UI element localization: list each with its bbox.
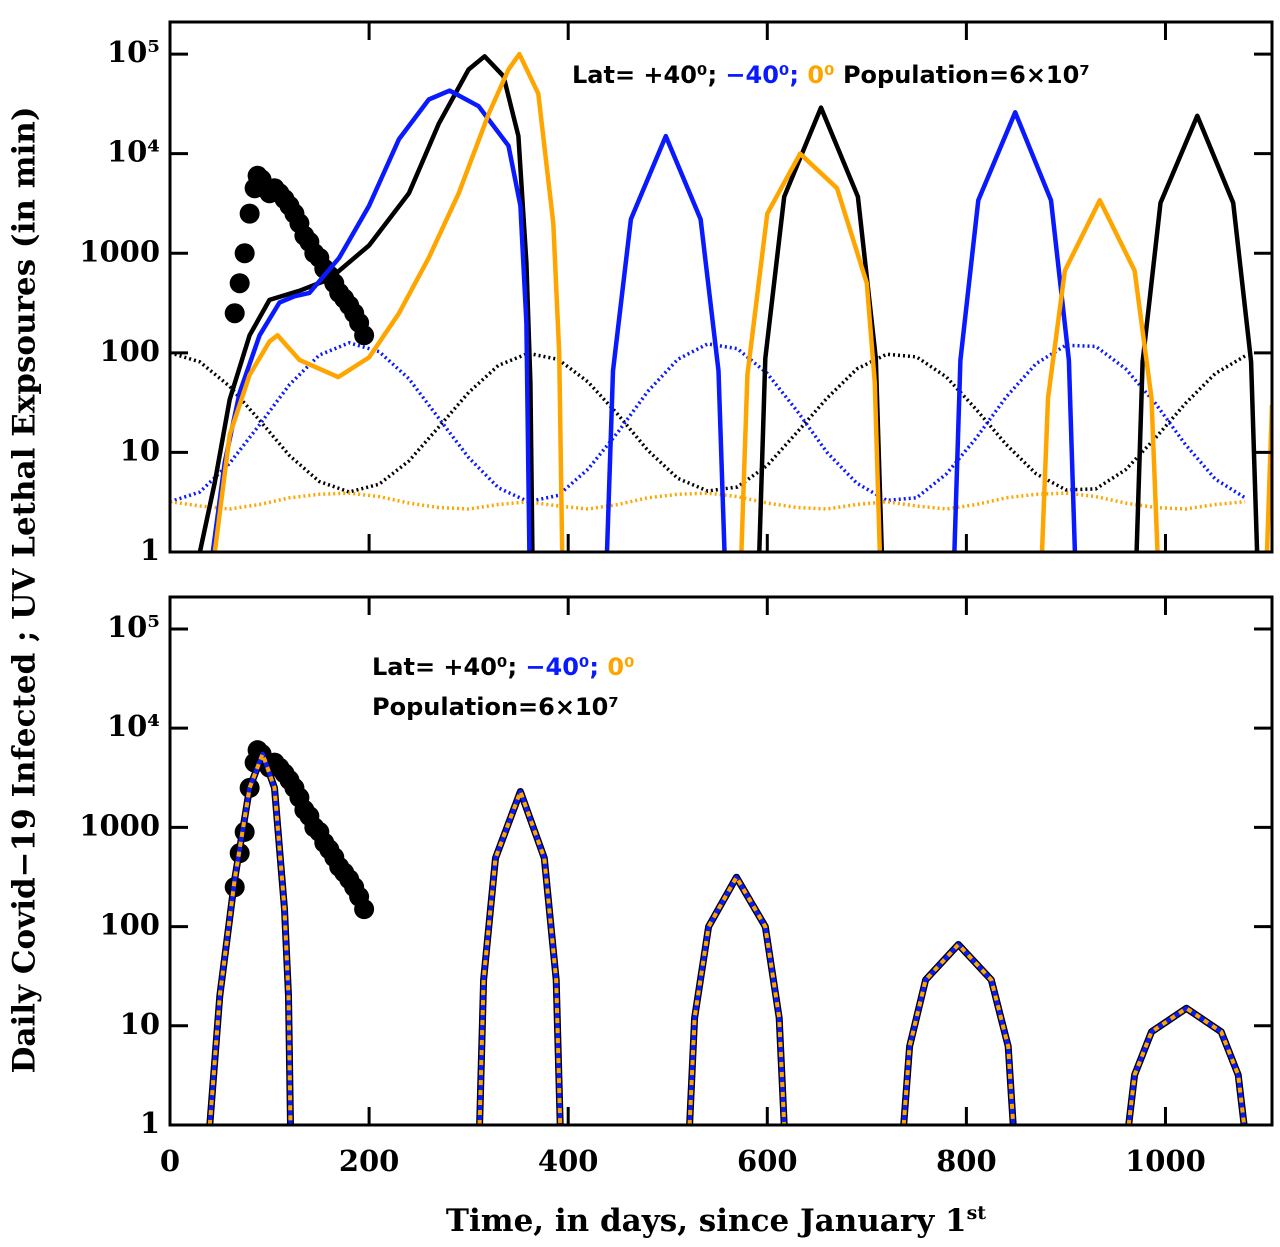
y-tick-label: 1000	[79, 808, 160, 842]
y-tick-label: 100	[99, 908, 160, 942]
series-line	[207, 751, 1247, 1125]
y-tick-label: 10	[120, 433, 160, 467]
series-line	[212, 51, 1272, 552]
plot-frame	[168, 595, 1274, 1127]
plot-area	[170, 51, 1272, 552]
annotation: Lat= +40⁰; −40⁰; 0⁰	[372, 653, 635, 681]
y-tick-label: 10⁴	[107, 135, 160, 169]
y-tick-label: 10⁵	[107, 610, 160, 644]
x-tick-label: 800	[936, 1144, 997, 1178]
x-tick-label: 600	[737, 1144, 798, 1178]
series-line	[170, 341, 1247, 504]
x-axis-label-sup: st	[967, 1202, 987, 1224]
annotation-part: Population=6×10⁷	[372, 693, 619, 721]
series-line	[170, 491, 1246, 511]
data-point	[354, 899, 375, 920]
annotation: Population=6×10⁷	[372, 693, 619, 721]
data-point	[354, 325, 375, 346]
panel: 1 10 100 1000 10⁴ 10⁵ 0 200 400 600 800 1000 Lat= +4…	[79, 595, 1274, 1178]
series-line	[206, 750, 1248, 1125]
x-tick-label: 400	[538, 1144, 599, 1178]
series-line	[207, 751, 1247, 1125]
x-tick-label: 1000	[1125, 1144, 1206, 1178]
data-point	[224, 303, 245, 324]
annotation-part: 0⁰	[799, 61, 835, 89]
y-axis-label: Daily Covid−19 Infected ; UV Lethal Exps…	[7, 107, 43, 1074]
series-line	[210, 88, 1078, 552]
annotation-part: Lat= +40⁰;	[572, 61, 717, 89]
plot-frame	[168, 20, 1274, 554]
plot-area	[206, 740, 1248, 1125]
y-tick-label: 10⁴	[107, 709, 160, 743]
series-line	[170, 351, 1246, 494]
series-line	[197, 54, 1260, 552]
annotation-part: −40⁰;	[717, 61, 799, 89]
annotation-part: Population=6×10⁷	[835, 61, 1090, 89]
data-point	[234, 243, 255, 264]
annotation-part: −40⁰;	[517, 653, 599, 681]
annotation-part: Lat= +40⁰;	[372, 653, 517, 681]
y-tick-label: 1	[140, 533, 160, 567]
y-tick-label: 10	[120, 1007, 160, 1041]
y-tick-label: 100	[99, 334, 160, 368]
annotation-part: 0⁰	[599, 653, 635, 681]
x-axis-label: Time, in days, since January 1st	[446, 1202, 986, 1238]
y-tick-label: 1000	[79, 234, 160, 268]
x-tick-label: 200	[339, 1144, 400, 1178]
data-point	[239, 203, 260, 224]
y-tick-label: 1	[140, 1106, 160, 1140]
annotation: Lat= +40⁰; −40⁰; 0⁰ Population=6×10⁷	[572, 61, 1090, 89]
x-axis-label-text: Time, in days, since January 1	[446, 1203, 967, 1239]
x-tick-label: 0	[160, 1144, 180, 1178]
panel: 1 10 100 1000 10⁴ 10⁵ Lat= +40⁰; −40⁰; 0⁰ Popu…	[79, 20, 1274, 567]
y-tick-label: 10⁵	[107, 35, 160, 69]
data-point	[229, 273, 250, 294]
